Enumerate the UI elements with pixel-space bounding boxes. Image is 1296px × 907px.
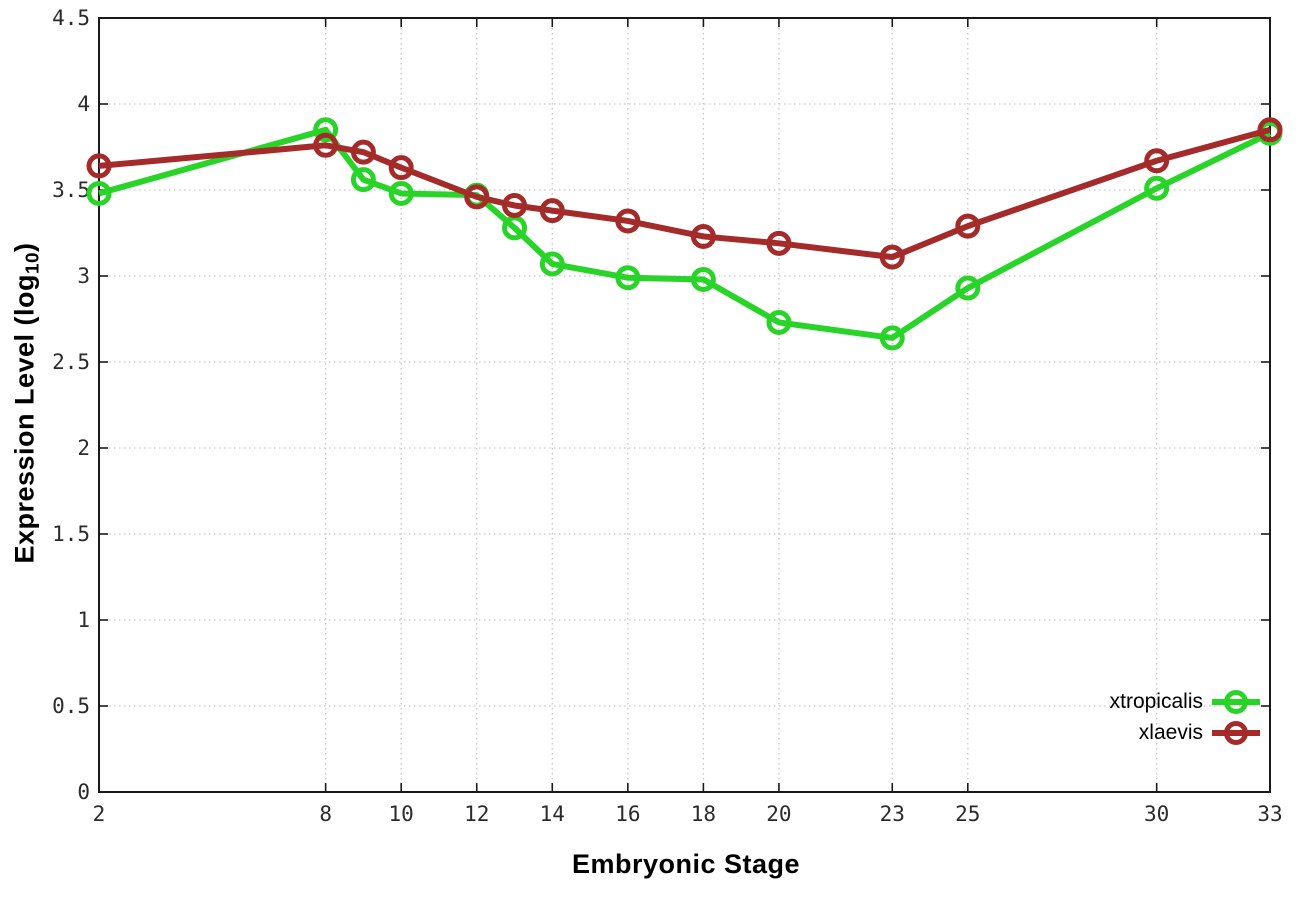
data-point-marker (313, 132, 339, 158)
x-tick-label: 33 (1257, 802, 1282, 826)
x-tick-label: 8 (319, 802, 332, 826)
data-point-marker (1257, 117, 1283, 143)
series-xtropicalis (86, 117, 1283, 351)
data-point-marker (350, 139, 376, 165)
legend-circle-icon (1224, 721, 1248, 745)
grid-lines (99, 18, 1270, 792)
legend-circle-icon (1224, 690, 1248, 714)
y-tick-label: 2 (77, 436, 90, 460)
data-point-marker (86, 180, 112, 206)
x-tick-label: 10 (389, 802, 414, 826)
data-point-marker (539, 198, 565, 224)
y-tick-label: 3.5 (52, 178, 90, 202)
data-point-marker (766, 230, 792, 256)
x-tick-label: 12 (464, 802, 489, 826)
data-point-marker (615, 208, 641, 234)
x-tick-label: 30 (1144, 802, 1169, 826)
legend: xtropicalis xlaevis (1110, 687, 1260, 748)
y-axis-title-text: Expression Level (log (9, 273, 40, 564)
data-point-marker (690, 266, 716, 292)
data-point-marker (1144, 148, 1170, 174)
tick-labels: 2 8 10 12 14 16 18 20 23 25 30 33 0 0.5 1 1.5 2 2.5 3 3.5 4 4… (52, 6, 1283, 826)
y-tick-label: 4.5 (52, 6, 90, 30)
y-axis-title-close: ) (9, 242, 40, 252)
data-point-marker (388, 180, 414, 206)
x-tick-label: 16 (615, 802, 640, 826)
data-point-marker (955, 275, 981, 301)
y-tick-label: 0 (77, 780, 90, 804)
legend-item-xtropicalis: xtropicalis (1110, 687, 1260, 717)
data-point-marker (1144, 175, 1170, 201)
data-point-marker (388, 155, 414, 181)
x-tick-label: 14 (540, 802, 565, 826)
y-axis-title: Expression Level (log10) (10, 242, 45, 563)
x-axis-title: Embryonic Stage (571, 849, 801, 879)
x-tick-label: 18 (691, 802, 716, 826)
data-point-marker (464, 184, 490, 210)
y-tick-label: 1 (77, 608, 90, 632)
legend-label: xtropicalis (1109, 690, 1203, 713)
series-line-xlaevis (98, 126, 1271, 261)
x-tick-label: 2 (93, 802, 106, 826)
y-tick-label: 0.5 (52, 694, 90, 718)
data-point-marker (879, 244, 905, 270)
y-tick-label: 3 (77, 264, 90, 288)
legend-marker-sample (1212, 690, 1260, 714)
x-tick-label: 23 (880, 802, 905, 826)
tick-marks (98, 17, 1271, 793)
series-xlaevis (86, 117, 1283, 270)
series-line-xtropicalis (98, 126, 1272, 341)
data-point-marker (502, 192, 528, 218)
y-tick-label: 4 (77, 92, 90, 116)
legend-item-xlaevis: xlaevis (1110, 718, 1260, 748)
y-tick-label: 2.5 (52, 350, 90, 374)
legend-marker-sample (1212, 721, 1260, 745)
data-point-marker (350, 167, 376, 193)
data-point-marker (955, 213, 981, 239)
y-axis-title-subscript: 10 (22, 251, 44, 274)
data-point-marker (313, 117, 339, 143)
x-tick-label: 25 (955, 802, 980, 826)
y-tick-label: 1.5 (52, 522, 90, 546)
legend-label: xlaevis (1138, 721, 1203, 744)
x-tick-label: 20 (766, 802, 791, 826)
data-point-marker (615, 265, 641, 291)
data-point-marker (86, 153, 112, 179)
plot-border (98, 17, 1271, 793)
data-point-marker (766, 309, 792, 335)
data-point-marker (879, 325, 905, 351)
data-point-marker (539, 251, 565, 277)
data-point-marker (690, 223, 716, 249)
